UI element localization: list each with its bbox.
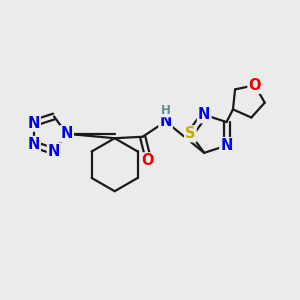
Text: H: H — [161, 104, 171, 117]
Text: N: N — [220, 138, 233, 153]
Text: N: N — [28, 116, 40, 130]
Text: N: N — [198, 107, 210, 122]
Text: N: N — [48, 144, 60, 159]
Text: N: N — [28, 137, 40, 152]
Text: N: N — [61, 126, 73, 141]
Text: N: N — [159, 114, 172, 129]
Text: S: S — [185, 126, 196, 141]
Text: O: O — [248, 78, 261, 93]
Text: O: O — [142, 153, 154, 168]
